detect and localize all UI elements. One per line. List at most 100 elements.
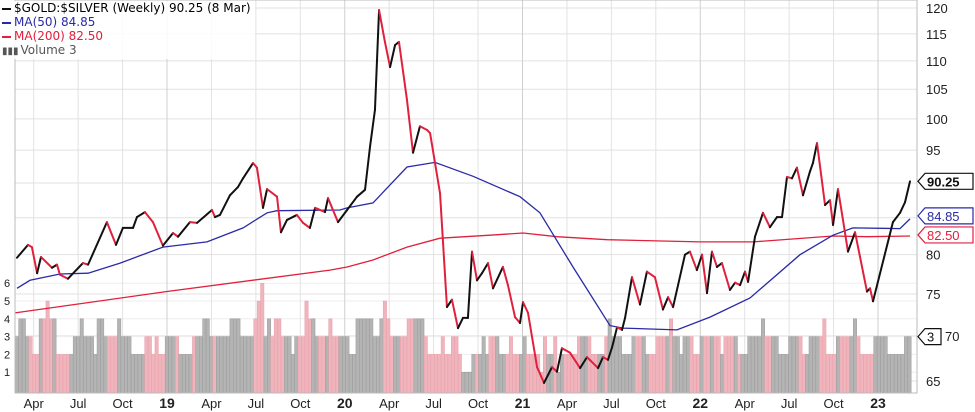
volume-bar	[164, 336, 169, 394]
price-segment-down	[761, 211, 771, 229]
y-tick-label: 100	[926, 112, 948, 127]
volume-bar	[699, 336, 704, 394]
volume-tick-label: 4	[4, 314, 10, 326]
volume-bar	[730, 336, 735, 394]
price-segment-up	[611, 326, 619, 349]
volume-bar	[808, 336, 813, 394]
y-tick-label: 110	[926, 54, 947, 69]
volume-bar	[488, 336, 493, 394]
volume-bar	[832, 354, 837, 394]
volume-bar	[45, 300, 50, 394]
price-segment-up	[899, 201, 907, 214]
volume-bar	[624, 354, 629, 394]
x-tick-label: Apr	[201, 396, 222, 411]
price-segment-up	[456, 316, 464, 330]
volume-bar	[59, 354, 64, 394]
volume-bar	[263, 336, 268, 394]
price-segment-down	[667, 296, 675, 309]
price-segment-down	[151, 221, 164, 247]
volume-bar	[440, 336, 445, 394]
price-segment-down	[710, 250, 718, 268]
price-segment-down	[645, 270, 656, 279]
volume-bar	[192, 336, 197, 394]
volume-bar	[86, 336, 91, 394]
volume-bar	[338, 336, 343, 394]
volume-bar	[372, 336, 377, 394]
volume-bar	[549, 354, 554, 394]
y-axis: 120 115 110 105 100 95 80 75 70 65	[926, 1, 959, 389]
y-tick-label: 115	[926, 27, 947, 42]
volume-bar	[526, 354, 530, 394]
volume-bar	[897, 354, 902, 394]
volume-bar	[219, 336, 224, 394]
volume-bar	[774, 336, 779, 394]
volume-bar	[430, 354, 435, 394]
price-segment-down	[816, 142, 827, 207]
volume-bar	[631, 336, 636, 394]
price-segment-up	[519, 301, 525, 325]
volume-bar	[307, 318, 312, 394]
volume-bar	[805, 354, 810, 394]
volume-bar	[835, 336, 840, 394]
volume-bar	[856, 336, 861, 394]
ma200-path	[14, 232, 911, 314]
volume-bar	[49, 318, 53, 394]
volume-bar	[457, 354, 462, 394]
price-segment-up	[66, 262, 84, 280]
volume-bar	[491, 336, 496, 394]
volume-axis: 1 2 3 4 5 6	[4, 278, 10, 379]
volume-bar	[876, 336, 881, 394]
volume-bar	[522, 336, 527, 394]
volume-bar	[175, 336, 180, 394]
volume-bar	[563, 354, 568, 394]
price-segment-up	[218, 194, 231, 216]
ma200-swatch-icon	[2, 35, 11, 38]
volume-bar	[355, 318, 360, 394]
volume-bar	[689, 336, 694, 394]
price-segment-down	[39, 255, 53, 269]
volume-bar	[587, 336, 592, 394]
volume-bar	[21, 318, 26, 394]
volume-bar	[904, 336, 909, 394]
price-segment-up	[135, 211, 146, 219]
price-segment-up	[389, 44, 397, 69]
price-segment-up	[480, 262, 490, 275]
volume-bar	[846, 336, 851, 394]
volume-bar	[543, 336, 547, 394]
volume-bar	[519, 354, 524, 394]
x-tick-label: Oct	[290, 396, 311, 411]
volume-bar	[147, 336, 152, 394]
volume-bar	[233, 318, 237, 394]
volume-bar	[222, 336, 227, 394]
ma50-tag-box	[917, 207, 974, 225]
y-tick-label: 95	[926, 143, 940, 158]
volume-bar	[416, 318, 421, 394]
volume-bar	[171, 336, 176, 394]
volume-tick-label: 6	[4, 278, 10, 290]
volume-bar	[744, 354, 748, 394]
ma50-swatch-icon	[2, 21, 11, 24]
volume-bar	[481, 336, 486, 394]
volume-bar	[825, 354, 830, 394]
x-tick-label: 19	[159, 395, 175, 411]
volume-bar	[124, 336, 128, 394]
volume-bar	[158, 354, 163, 394]
volume-bar	[93, 354, 98, 394]
volume-bar	[733, 336, 738, 394]
x-tick-label: Apr	[557, 396, 578, 411]
volume-bar	[413, 318, 418, 394]
volume-bar	[893, 354, 898, 394]
volume-bar	[621, 354, 626, 394]
price-segment-up	[768, 216, 779, 229]
price-segment-up	[624, 276, 633, 319]
ma200-tag-box	[917, 226, 974, 244]
volume-bar	[335, 336, 340, 394]
ma50-line	[16, 161, 911, 331]
volume-bar	[761, 318, 765, 394]
volume-bar	[723, 336, 728, 394]
price-segment-down	[252, 162, 258, 169]
x-tick-label: Oct	[468, 396, 489, 411]
volume-bar	[243, 336, 248, 394]
price-segment-up	[781, 175, 788, 219]
